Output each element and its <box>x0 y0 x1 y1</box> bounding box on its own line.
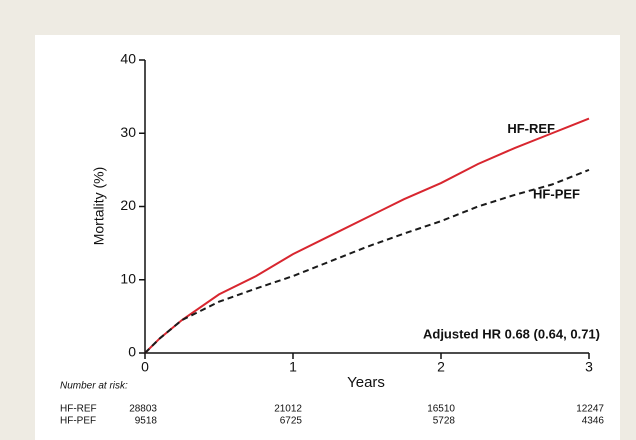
x-axis-label: Years <box>347 374 385 391</box>
risk-count: 6725 <box>280 416 303 427</box>
risk-count: 21012 <box>274 404 302 415</box>
risk-table-title: Number at risk: <box>60 381 128 392</box>
risk-row-name: HF-REF <box>60 404 97 415</box>
risk-count: 16510 <box>427 404 455 415</box>
x-tick-label: 1 <box>289 359 297 375</box>
series-label: HF-PEF <box>533 186 580 201</box>
risk-count: 28803 <box>129 404 157 415</box>
risk-count: 4346 <box>582 416 605 427</box>
series-label: HF-REF <box>507 121 555 136</box>
annotation: Adjusted HR 0.68 (0.64, 0.71) <box>423 326 600 341</box>
risk-count: 9518 <box>135 416 158 427</box>
y-tick-label: 20 <box>120 197 136 213</box>
y-tick-label: 10 <box>120 270 136 286</box>
risk-count: 12247 <box>576 404 604 415</box>
x-tick-label: 3 <box>585 359 593 375</box>
series-line <box>144 117 590 354</box>
risk-count: 5728 <box>433 416 456 427</box>
x-tick-label: 2 <box>437 359 445 375</box>
x-tick-label: 0 <box>141 359 149 375</box>
y-tick-label: 30 <box>120 124 136 140</box>
risk-row-name: HF-PEF <box>60 416 96 427</box>
y-tick-label: 40 <box>120 51 136 67</box>
y-axis-label: Mortality (%) <box>91 167 107 246</box>
y-tick-label: 0 <box>128 344 136 360</box>
